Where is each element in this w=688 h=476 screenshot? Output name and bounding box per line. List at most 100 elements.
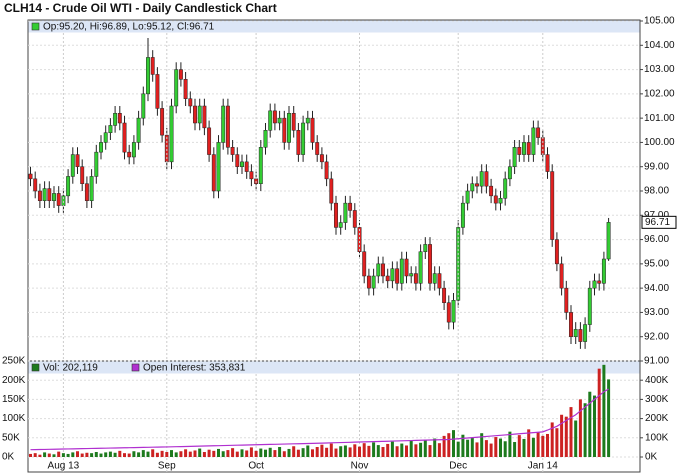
candle-body: [475, 183, 479, 187]
candle-body: [409, 273, 414, 277]
candle-body: [592, 280, 597, 289]
candle-body: [517, 147, 522, 155]
volume-bar: [386, 443, 390, 457]
volume-bar: [292, 446, 296, 457]
price-legend: Op:95.20, Hi:96.89, Lo:95.12, Cl:96.71: [43, 22, 215, 33]
candle-body: [352, 210, 357, 228]
volume-bar: [165, 452, 169, 457]
volume-bar: [522, 438, 526, 457]
volume-bar: [414, 444, 418, 457]
volume-bar: [38, 454, 42, 457]
volume-bar: [268, 447, 272, 457]
y2-tick-label: 200K: [645, 413, 669, 424]
volume-bar: [202, 452, 206, 457]
y-tick-label: 100.00: [644, 137, 675, 148]
volume-bar: [395, 446, 399, 457]
y-tick-label: 250K: [2, 356, 26, 367]
candle-body: [512, 147, 517, 167]
volume-bar: [597, 368, 601, 457]
volume-bar: [588, 391, 592, 457]
candle-body: [160, 108, 165, 136]
volume-bar: [593, 395, 596, 457]
volume-bar: [433, 438, 437, 457]
volume-bar: [419, 442, 423, 457]
volume-bar: [264, 449, 267, 457]
volume-bar: [137, 452, 141, 457]
candle-body: [404, 258, 409, 277]
volume-bar: [564, 416, 568, 457]
volume-bar: [517, 435, 521, 457]
last-price-label: 96.71: [645, 217, 670, 228]
candle-body: [338, 222, 343, 228]
volume-bar: [249, 447, 253, 457]
y-tick-label: 150K: [2, 394, 26, 405]
candle-body: [456, 227, 461, 301]
candle-body: [606, 222, 611, 260]
volume-bar: [179, 451, 183, 457]
volume-bar: [409, 440, 413, 457]
volume-bar: [33, 453, 37, 457]
candle-body: [343, 202, 348, 223]
volume-bar: [499, 438, 502, 457]
candle-body: [465, 190, 470, 204]
candle-body: [451, 300, 456, 323]
candle-body: [493, 195, 498, 204]
candle-body: [366, 275, 371, 289]
candle-body: [413, 273, 418, 284]
candle-body: [89, 176, 94, 201]
candle-body: [498, 198, 503, 204]
volume-bar: [470, 437, 474, 457]
candle-body: [423, 244, 428, 252]
volume-bar: [461, 434, 465, 457]
candle-body: [597, 280, 602, 284]
candle-body: [564, 287, 569, 313]
volume-bar: [108, 451, 112, 457]
candle-body: [193, 105, 197, 124]
x-tick-label: Aug 13: [48, 461, 80, 472]
candle-body: [122, 122, 127, 153]
candle-body: [240, 161, 244, 167]
volume-bar: [245, 450, 249, 457]
candle-body: [305, 117, 310, 124]
candle-body: [169, 105, 174, 163]
volume-bar: [76, 451, 79, 457]
volume-bar: [541, 435, 545, 457]
y-tick-label: 98.00: [644, 186, 669, 197]
candle-body: [221, 105, 226, 143]
volume-bar: [212, 450, 216, 457]
legend-swatch: [31, 22, 40, 31]
volume-bar: [198, 448, 202, 457]
candle-body: [324, 161, 329, 180]
candle-body: [362, 251, 367, 277]
candle-body: [601, 258, 606, 284]
candle-body: [146, 57, 150, 95]
candle-body: [432, 273, 437, 284]
volume-bar: [513, 442, 517, 457]
volume-bar: [94, 452, 98, 457]
candle-body: [319, 154, 324, 163]
candle-body: [47, 188, 52, 201]
volume-bar: [367, 445, 371, 457]
legend-strip: [28, 20, 640, 33]
y-tick-label: 96.00: [644, 234, 669, 245]
x-tick-label: Jan 14: [528, 461, 558, 472]
volume-bar: [358, 446, 361, 457]
volume-bar: [400, 443, 404, 457]
y2-tick-label: 300K: [645, 394, 669, 405]
volume-bar: [231, 448, 235, 457]
volume-bar: [155, 452, 159, 457]
candle-body: [70, 154, 75, 177]
candle-body: [202, 105, 207, 129]
volume-bar: [118, 450, 122, 457]
volume-bar: [90, 453, 94, 457]
y-tick-label: 0K: [2, 452, 15, 463]
volume-bar: [113, 452, 117, 457]
candle-body: [80, 166, 85, 184]
candle-body: [75, 154, 80, 167]
candle-body: [301, 122, 306, 155]
candle-body: [207, 127, 212, 155]
volume-bar: [527, 429, 531, 457]
volume-bar: [71, 452, 75, 457]
candle-body: [390, 268, 395, 282]
volume-bar: [484, 440, 488, 457]
